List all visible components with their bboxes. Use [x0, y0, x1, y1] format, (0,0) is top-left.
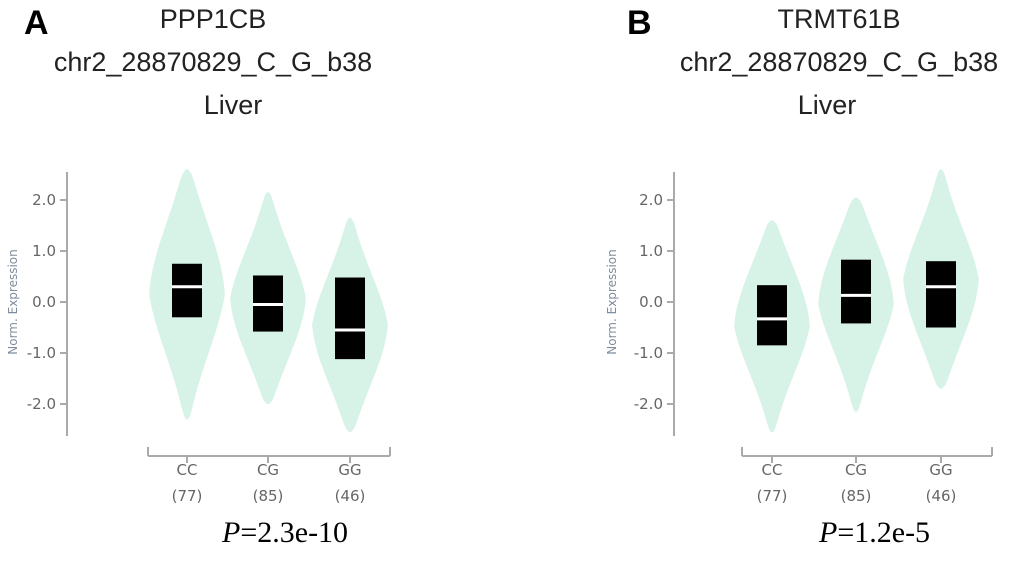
variant-title: chr2_28870829_C_G_b38: [679, 47, 999, 77]
y-tick-label: 1.0: [32, 242, 56, 260]
iqr-box-CC: [172, 263, 202, 318]
y-tick-label: 2.0: [32, 191, 56, 209]
panel-letter: A: [24, 4, 49, 42]
y-axis-label: Norm. Expression: [6, 249, 20, 355]
panel-a: A PPP1CB chr2_28870829_C_G_b38 Liver 2.0…: [6, 4, 391, 550]
iqr-box-CG: [841, 259, 871, 324]
y-tick-label: 0.0: [639, 293, 663, 311]
y-tick-label: 2.0: [639, 191, 663, 209]
iqr-box-CC: [757, 285, 787, 346]
variant-title: chr2_28870829_C_G_b38: [53, 47, 373, 77]
p-symbol: P: [819, 516, 838, 549]
panel-b: B TRMT61B chr2_28870829_C_G_b38 Liver 2.…: [510, 0, 1020, 562]
y-tick-label: 1.0: [639, 242, 663, 260]
x-tick-label: CC: [762, 461, 783, 479]
panel-letter: B: [627, 4, 652, 42]
x-tick-label: GG: [338, 461, 361, 479]
p-value-text: =2.3e-10: [240, 516, 349, 549]
x-tick-label: GG: [929, 461, 952, 479]
iqr-box-GG: [335, 277, 365, 360]
y-tick-label: -1.0: [634, 344, 663, 362]
sample-count-label: (77): [757, 487, 788, 505]
p-value: P=1.2e-5: [819, 516, 930, 550]
gene-title: PPP1CB: [159, 4, 267, 34]
tissue-title: Liver: [797, 90, 857, 120]
tissue-title: Liver: [203, 90, 263, 120]
violin-plot: 2.0 1.0 0.0 -1.0 -2.0 Norm. Expression CC (77) C…: [605, 169, 993, 505]
y-tick-label: 0.0: [32, 293, 56, 311]
x-tick-label: CG: [845, 461, 867, 479]
sample-count-label: (46): [335, 487, 366, 505]
gene-title: TRMT61B: [777, 4, 901, 34]
p-value-text: =1.2e-5: [837, 516, 931, 549]
sample-count-label: (46): [926, 487, 957, 505]
sample-count-label: (77): [172, 487, 203, 505]
p-value: P=2.3e-10: [222, 516, 348, 550]
y-tick-label: -2.0: [634, 395, 663, 413]
sample-count-label: (85): [253, 487, 284, 505]
y-tick-label: -1.0: [27, 344, 56, 362]
sample-count-label: (85): [841, 487, 872, 505]
x-tick-label: CG: [257, 461, 279, 479]
y-tick-label: -2.0: [27, 395, 56, 413]
p-symbol: P: [222, 516, 241, 549]
x-tick-label: CC: [177, 461, 198, 479]
violin-plot: 2.0 1.0 0.0 -1.0 -2.0 Norm. Expression CC (77) C…: [6, 169, 391, 505]
y-axis-label: Norm. Expression: [605, 249, 619, 355]
iqr-box-GG: [926, 261, 956, 328]
